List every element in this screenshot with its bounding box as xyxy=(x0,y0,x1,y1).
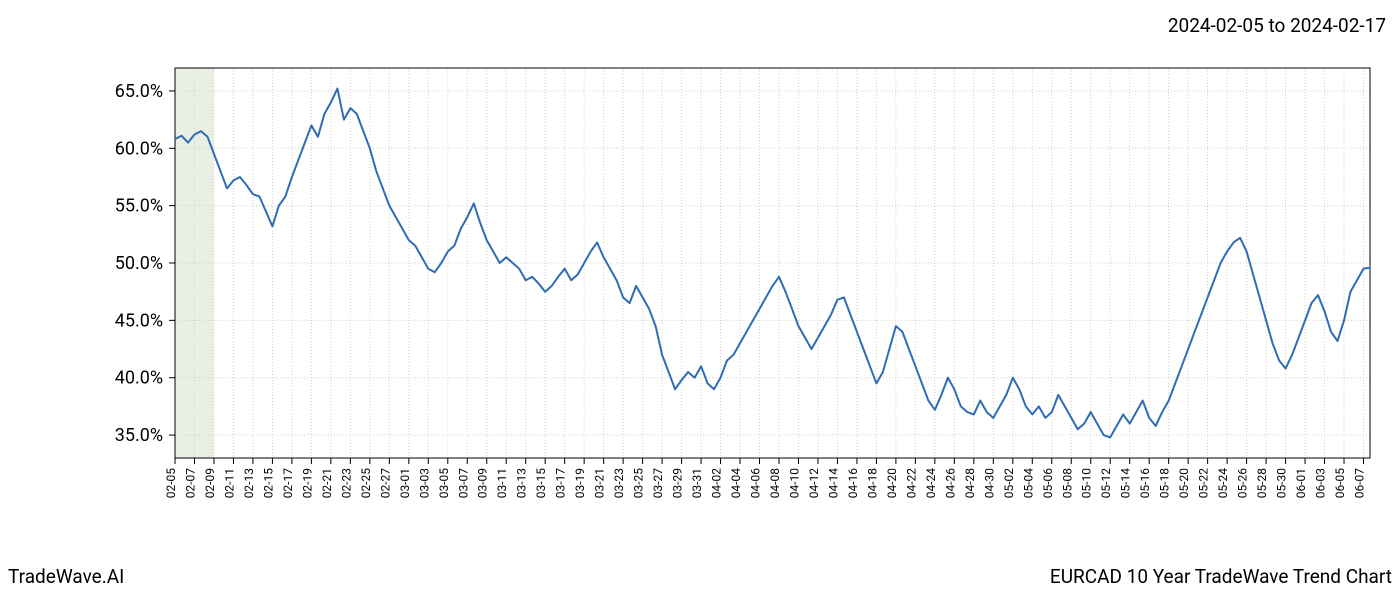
svg-text:50.0%: 50.0% xyxy=(115,253,163,274)
svg-text:40.0%: 40.0% xyxy=(115,368,163,389)
svg-text:02-13: 02-13 xyxy=(242,468,256,498)
svg-text:05-08: 05-08 xyxy=(1060,468,1074,499)
trend-chart: 35.0% 40.0% 45.0% 50.0% 55.0% 60.0% 65.0% 02-05… xyxy=(0,48,1400,553)
svg-text:05-02: 05-02 xyxy=(1002,468,1016,499)
svg-text:06-05: 06-05 xyxy=(1333,468,1347,499)
svg-text:04-18: 04-18 xyxy=(865,468,879,499)
date-range-label: 2024-02-05 to 2024-02-17 xyxy=(1168,14,1386,37)
svg-text:04-16: 04-16 xyxy=(846,468,860,499)
svg-text:02-25: 02-25 xyxy=(359,468,373,499)
svg-text:02-09: 02-09 xyxy=(203,468,217,498)
svg-text:05-22: 05-22 xyxy=(1197,468,1211,499)
svg-text:06-03: 06-03 xyxy=(1314,468,1328,498)
svg-text:05-24: 05-24 xyxy=(1216,468,1230,499)
svg-text:02-23: 02-23 xyxy=(339,468,353,498)
svg-text:35.0%: 35.0% xyxy=(115,425,163,446)
svg-text:45.0%: 45.0% xyxy=(115,310,163,331)
svg-text:04-08: 04-08 xyxy=(768,468,782,499)
svg-text:03-09: 03-09 xyxy=(476,468,490,498)
svg-text:04-28: 04-28 xyxy=(963,468,977,499)
svg-text:02-05: 02-05 xyxy=(164,468,178,499)
svg-text:06-01: 06-01 xyxy=(1294,468,1308,498)
svg-text:04-10: 04-10 xyxy=(787,468,801,499)
svg-text:65.0%: 65.0% xyxy=(115,81,163,102)
svg-text:05-16: 05-16 xyxy=(1138,468,1152,499)
svg-text:05-20: 05-20 xyxy=(1177,468,1191,499)
svg-text:05-30: 05-30 xyxy=(1275,468,1289,499)
svg-text:02-21: 02-21 xyxy=(320,468,334,498)
svg-text:05-18: 05-18 xyxy=(1158,468,1172,499)
svg-text:05-26: 05-26 xyxy=(1236,468,1250,499)
svg-text:04-22: 04-22 xyxy=(904,468,918,499)
svg-text:04-24: 04-24 xyxy=(924,468,938,499)
svg-text:04-06: 04-06 xyxy=(749,468,763,499)
svg-text:05-28: 05-28 xyxy=(1255,468,1269,499)
svg-text:04-20: 04-20 xyxy=(885,468,899,499)
svg-text:03-29: 03-29 xyxy=(671,468,685,498)
svg-text:04-02: 04-02 xyxy=(710,468,724,499)
svg-text:03-01: 03-01 xyxy=(398,468,412,498)
svg-text:04-04: 04-04 xyxy=(729,468,743,499)
svg-text:55.0%: 55.0% xyxy=(115,196,163,217)
svg-text:03-15: 03-15 xyxy=(534,468,548,499)
svg-text:02-17: 02-17 xyxy=(281,468,295,499)
svg-text:03-31: 03-31 xyxy=(690,468,704,498)
svg-text:02-19: 02-19 xyxy=(300,468,314,498)
svg-text:03-05: 03-05 xyxy=(437,468,451,499)
svg-text:04-14: 04-14 xyxy=(826,468,840,499)
svg-text:02-07: 02-07 xyxy=(183,468,197,499)
svg-text:03-17: 03-17 xyxy=(554,468,568,499)
svg-text:05-06: 05-06 xyxy=(1041,468,1055,499)
svg-text:03-19: 03-19 xyxy=(573,468,587,498)
svg-text:04-12: 04-12 xyxy=(807,468,821,499)
svg-text:03-07: 03-07 xyxy=(456,468,470,499)
svg-text:03-11: 03-11 xyxy=(495,468,509,498)
svg-text:04-26: 04-26 xyxy=(943,468,957,499)
svg-text:06-07: 06-07 xyxy=(1353,468,1367,499)
svg-text:02-15: 02-15 xyxy=(261,468,275,499)
chart-title: EURCAD 10 Year TradeWave Trend Chart xyxy=(1050,565,1392,588)
svg-text:03-21: 03-21 xyxy=(593,468,607,498)
svg-text:03-13: 03-13 xyxy=(515,468,529,498)
svg-text:03-25: 03-25 xyxy=(632,468,646,499)
svg-text:05-04: 05-04 xyxy=(1021,468,1035,499)
svg-text:03-27: 03-27 xyxy=(651,468,665,499)
svg-text:60.0%: 60.0% xyxy=(115,138,163,159)
svg-text:02-27: 02-27 xyxy=(378,468,392,499)
svg-text:05-12: 05-12 xyxy=(1099,468,1113,499)
svg-text:03-03: 03-03 xyxy=(417,468,431,498)
svg-text:05-10: 05-10 xyxy=(1080,468,1094,499)
svg-text:05-14: 05-14 xyxy=(1119,468,1133,499)
svg-text:03-23: 03-23 xyxy=(612,468,626,498)
brand-label: TradeWave.AI xyxy=(8,565,124,588)
svg-text:04-30: 04-30 xyxy=(982,468,996,499)
svg-text:02-11: 02-11 xyxy=(222,468,236,498)
